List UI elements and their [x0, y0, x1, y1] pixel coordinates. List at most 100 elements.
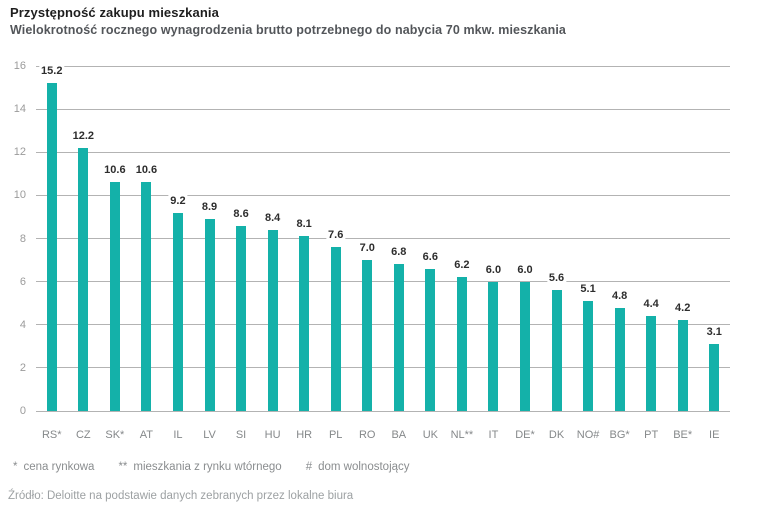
footnote-dom-wolnostojacy: # dom wolnostojący [306, 461, 410, 473]
y-tick-label: 8 [19, 232, 26, 245]
footnote-symbol: ** [118, 461, 128, 473]
footnotes: * cena rynkowa ** mieszkania z rynku wtó… [13, 461, 410, 473]
y-tick-label: 4 [19, 318, 26, 331]
x-tick-label: DE* [515, 429, 535, 441]
chart-title: Przystępność zakupu mieszkania [10, 5, 219, 20]
gridline [36, 65, 730, 67]
y-tick-label: 10 [13, 189, 26, 202]
bar [614, 307, 625, 411]
bar-column: 15.2 [36, 65, 68, 411]
bar [330, 247, 341, 411]
footnote-text: dom wolnostojący [318, 461, 410, 473]
bar-value-label: 5.1 [578, 283, 598, 297]
bar-value-label: 7.0 [357, 242, 377, 256]
bar-value-label: 6.6 [420, 250, 440, 264]
bar [267, 229, 278, 411]
bar-column: 7.6 [320, 66, 352, 411]
bar [109, 182, 120, 411]
x-tick-label: HR [296, 429, 313, 441]
bar [204, 219, 215, 411]
x-axis: RS* CZ SK* AT IL LV SI HU HR PL RO BA UK NL** IT DE* DK N… [36, 429, 730, 441]
x-tick-label: PT [644, 429, 659, 441]
bar [519, 281, 530, 411]
bar-value-label: 9.2 [168, 194, 188, 208]
bar-column: 10.6 [131, 66, 163, 411]
x-tick-label: RS* [41, 429, 62, 441]
x-tick-label: IE [709, 429, 720, 441]
bar-column: 10.6 [99, 66, 131, 411]
bar [393, 264, 404, 411]
bar-column: 6.6 [415, 66, 447, 411]
bar-column: 4.8 [604, 66, 636, 411]
x-tick-label: BG* [609, 429, 630, 441]
footnote-text: cena rynkowa [23, 461, 95, 473]
bar-value-label: 3.1 [704, 326, 724, 340]
y-tick-label: 14 [13, 103, 26, 116]
bar-column: 8.9 [194, 66, 226, 411]
bar [236, 225, 247, 411]
y-tick-label: 12 [13, 146, 26, 159]
bar-value-label: 6.8 [389, 246, 409, 260]
gridline [36, 367, 730, 369]
y-tick-label: 0 [19, 405, 26, 417]
bar-value-label: 5.6 [546, 272, 567, 286]
y-tick-label: 2 [19, 361, 26, 374]
bar-value-label: 15.2 [39, 65, 65, 79]
bar-columns: 15.2 12.2 10.6 10.6 9.2 8.9 8.6 8.4 8.1 7.6 7.0 6.8… [36, 65, 730, 411]
y-tick-label: 16 [13, 60, 26, 72]
footnote-rynek-wtorny: ** mieszkania z rynku wtórnego [118, 461, 281, 473]
bar-column: 6.8 [383, 66, 415, 411]
bar [141, 182, 152, 411]
bar-value-label: 8.9 [199, 201, 220, 215]
bar-column: 5.6 [541, 66, 573, 411]
gridline [36, 108, 730, 110]
x-tick-label: HU [264, 429, 281, 441]
x-tick-label: IL [173, 429, 183, 441]
bar-value-label: 8.1 [294, 218, 314, 232]
bar [78, 147, 89, 411]
gridline [36, 151, 730, 153]
gridline [36, 281, 730, 283]
footnote-text: mieszkania z rynku wtórnego [133, 461, 282, 473]
x-tick-label: IT [488, 429, 499, 441]
x-tick-label: NL** [450, 429, 474, 441]
bar [551, 290, 562, 411]
bar-column: 7.0 [351, 66, 383, 411]
x-tick-label: BA [391, 429, 407, 441]
bar-column: 4.2 [667, 66, 699, 411]
bar-column: 9.2 [162, 66, 194, 411]
footnote-symbol: # [305, 461, 313, 473]
bar-column: 8.4 [257, 66, 289, 411]
gridline [36, 238, 730, 239]
bar-value-label: 8.6 [231, 207, 251, 221]
bar-value-label: 7.6 [326, 229, 346, 243]
bar [362, 260, 373, 411]
x-tick-label: BE* [673, 429, 693, 441]
bar-column: 6.0 [509, 66, 541, 411]
bar-column: 12.2 [68, 66, 100, 411]
bar-column: 4.4 [635, 66, 667, 411]
bar-value-label: 6.0 [483, 263, 504, 277]
x-tick-label: NO# [576, 429, 600, 441]
bar-column: 5.1 [572, 66, 604, 411]
x-tick-label: CZ [75, 429, 91, 441]
bar-value-label: 12.2 [70, 129, 97, 143]
gridline [36, 410, 730, 412]
chart-subtitle: Wielokrotność rocznego wynagrodzenia bru… [10, 23, 566, 37]
x-tick-label: UK [422, 429, 438, 441]
bar-column: 3.1 [698, 66, 730, 411]
bar-value-label: 6.0 [515, 263, 535, 277]
bar-column: 8.1 [288, 66, 320, 411]
y-axis: 0 2 4 6 8 10 12 14 16 [0, 60, 28, 417]
x-tick-label: RO [358, 429, 376, 441]
bar [583, 301, 594, 411]
gridline [36, 324, 730, 326]
bar [488, 281, 499, 411]
x-tick-label: PL [328, 429, 343, 441]
bar [677, 320, 688, 411]
plot-area: 15.2 12.2 10.6 10.6 9.2 8.9 8.6 8.4 8.1 7.6 7.0 6.8… [36, 65, 730, 412]
bar-value-label: 4.8 [609, 289, 630, 303]
x-tick-label: LV [203, 429, 216, 441]
bar-column: 6.2 [446, 66, 478, 411]
